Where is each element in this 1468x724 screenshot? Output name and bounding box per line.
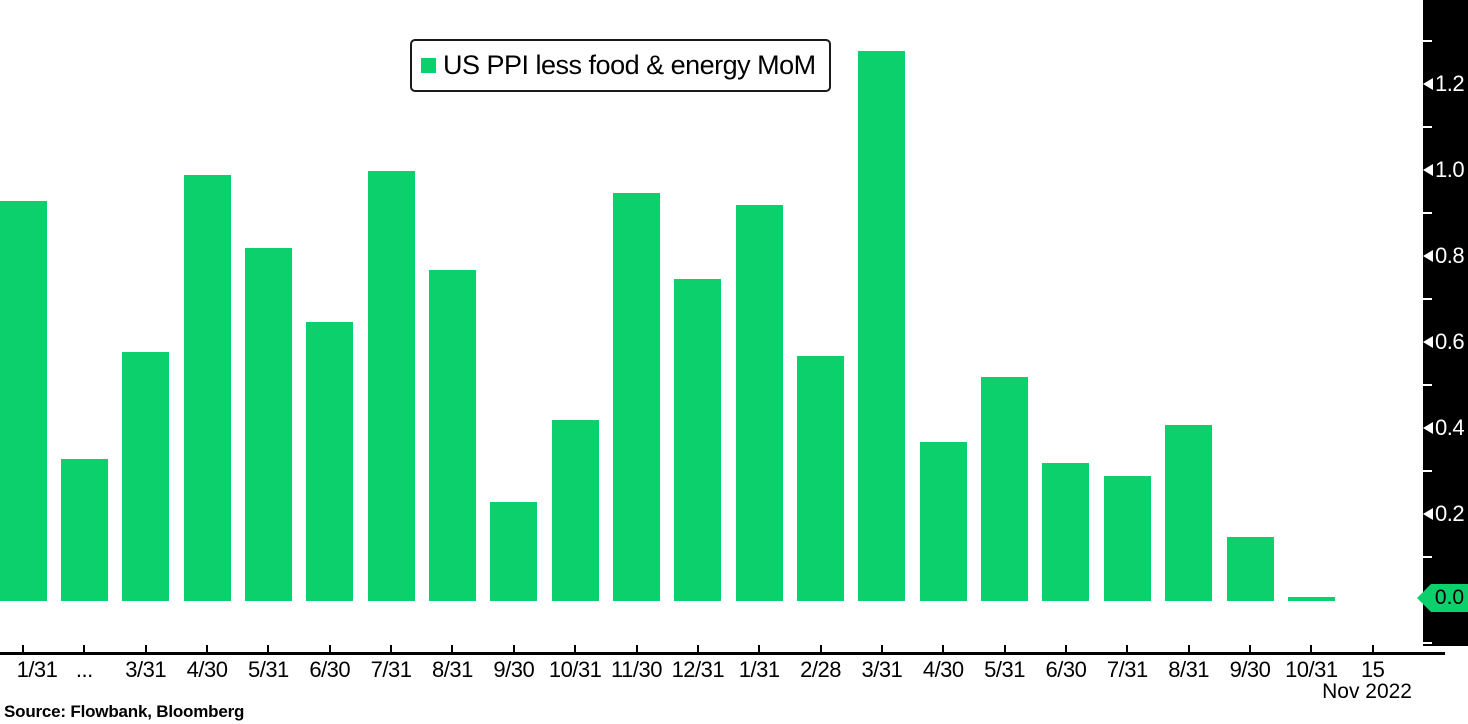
- x-tick: [83, 645, 86, 653]
- x-tick-label: 15: [1360, 657, 1385, 682]
- x-tick: [1064, 645, 1067, 653]
- x-tick: [451, 645, 454, 653]
- bar: [1042, 463, 1090, 601]
- bar: [0, 201, 47, 601]
- x-tick: [819, 645, 822, 653]
- current-value-tag: 0.0: [1417, 584, 1468, 612]
- x-tick: [1310, 645, 1313, 653]
- x-tick: [1371, 645, 1374, 653]
- legend-marker-icon: [421, 58, 436, 73]
- bar: [613, 192, 660, 601]
- y-minor-tick: [1423, 126, 1432, 128]
- x-tick-label: 11/30: [611, 657, 662, 682]
- bar: [1287, 596, 1335, 601]
- x-tick-label: ...: [75, 657, 93, 682]
- x-tick-label: 3/31: [125, 657, 167, 682]
- bar: [981, 377, 1029, 601]
- y-tick-label: 0.8: [1435, 243, 1465, 268]
- bar: [122, 351, 170, 601]
- y-tick-arrow-icon: [1423, 250, 1433, 262]
- x-tick-label: 9/30: [1229, 657, 1271, 682]
- y-minor-tick: [1423, 40, 1432, 42]
- y-minor-tick: [1423, 556, 1432, 558]
- bar: [1226, 536, 1274, 601]
- x-tick: [22, 645, 24, 653]
- x-tick-label: 6/30: [1045, 657, 1087, 682]
- x-tick-label: 8/31: [432, 657, 473, 682]
- bar: [919, 441, 967, 601]
- x-tick-label: 1/31: [738, 657, 780, 682]
- x-tick-label: 12/31: [671, 657, 725, 682]
- y-tick-arrow-icon: [1423, 78, 1433, 90]
- x-tick-label: 1/31: [16, 657, 58, 682]
- x-tick: [758, 645, 761, 653]
- y-tick-label: 1.0: [1435, 157, 1465, 182]
- current-value-tag-tip: [1417, 584, 1431, 612]
- x-tick: [942, 645, 945, 653]
- y-tick-arrow-icon: [1423, 336, 1433, 348]
- bar: [428, 269, 476, 601]
- x-tick-label: 3/31: [861, 657, 903, 682]
- bar: [551, 420, 599, 601]
- current-value-tag-label: 0.0: [1431, 584, 1468, 612]
- x-tick-label: 4/30: [922, 657, 964, 682]
- x-tick-label: 7/31: [1106, 657, 1148, 682]
- y-tick-arrow-icon: [1423, 422, 1433, 434]
- x-axis-line: [0, 652, 1445, 655]
- y-minor-tick: [1423, 212, 1432, 214]
- x-tick-label: 7/31: [370, 657, 412, 682]
- bar: [367, 171, 415, 601]
- x-tick: [696, 645, 699, 653]
- bar: [183, 175, 231, 601]
- y-axis-band: [1423, 0, 1468, 646]
- x-tick: [144, 645, 147, 653]
- bar: [60, 459, 108, 601]
- x-tick: [574, 645, 577, 653]
- legend-label: US PPI less food & energy MoM: [443, 50, 816, 80]
- bar: [735, 205, 783, 601]
- y-minor-tick: [1423, 470, 1432, 472]
- y-tick-arrow-icon: [1423, 508, 1433, 520]
- bar: [1165, 424, 1213, 601]
- x-tick: [635, 645, 638, 653]
- x-tick: [1126, 645, 1129, 653]
- x-tick-label: 9/30: [493, 657, 535, 682]
- x-tick: [512, 645, 515, 653]
- x-tick: [1003, 645, 1006, 653]
- bar: [244, 248, 292, 601]
- bar: [797, 355, 845, 601]
- bar: [674, 278, 722, 601]
- x-tick-label: 2/28: [800, 657, 841, 682]
- x-tick-label: 5/31: [984, 657, 1026, 682]
- x-tick: [1249, 645, 1251, 653]
- y-tick-label: 0.2: [1435, 501, 1465, 526]
- y-tick-label: 0.4: [1435, 415, 1465, 440]
- bar: [306, 321, 354, 601]
- axis-period-label: Nov 2022: [1322, 680, 1412, 703]
- y-tick-arrow-icon: [1423, 164, 1433, 176]
- bar: [490, 502, 538, 601]
- source-note: Source: Flowbank, Bloomberg: [4, 702, 245, 721]
- x-tick: [1187, 645, 1190, 653]
- bar: [858, 50, 906, 601]
- x-tick-label: 5/31: [247, 657, 289, 682]
- x-tick-label: 8/31: [1168, 657, 1210, 682]
- y-tick-label: 0.6: [1435, 329, 1465, 354]
- x-tick-label: 10/31: [548, 657, 602, 682]
- y-minor-tick: [1423, 298, 1432, 300]
- x-tick: [328, 645, 331, 653]
- x-tick: [267, 645, 270, 653]
- x-tick: [390, 645, 393, 653]
- y-minor-tick: [1423, 642, 1432, 644]
- legend: US PPI less food & energy MoM: [410, 39, 831, 92]
- x-tick-label: 6/30: [309, 657, 351, 682]
- y-minor-tick: [1423, 384, 1432, 386]
- x-tick: [206, 645, 209, 653]
- y-tick-label: 1.2: [1435, 71, 1465, 96]
- bar: [1103, 476, 1151, 601]
- x-tick-label: 10/31: [1285, 657, 1338, 682]
- x-tick-label: 4/30: [186, 657, 228, 682]
- x-tick: [880, 645, 883, 653]
